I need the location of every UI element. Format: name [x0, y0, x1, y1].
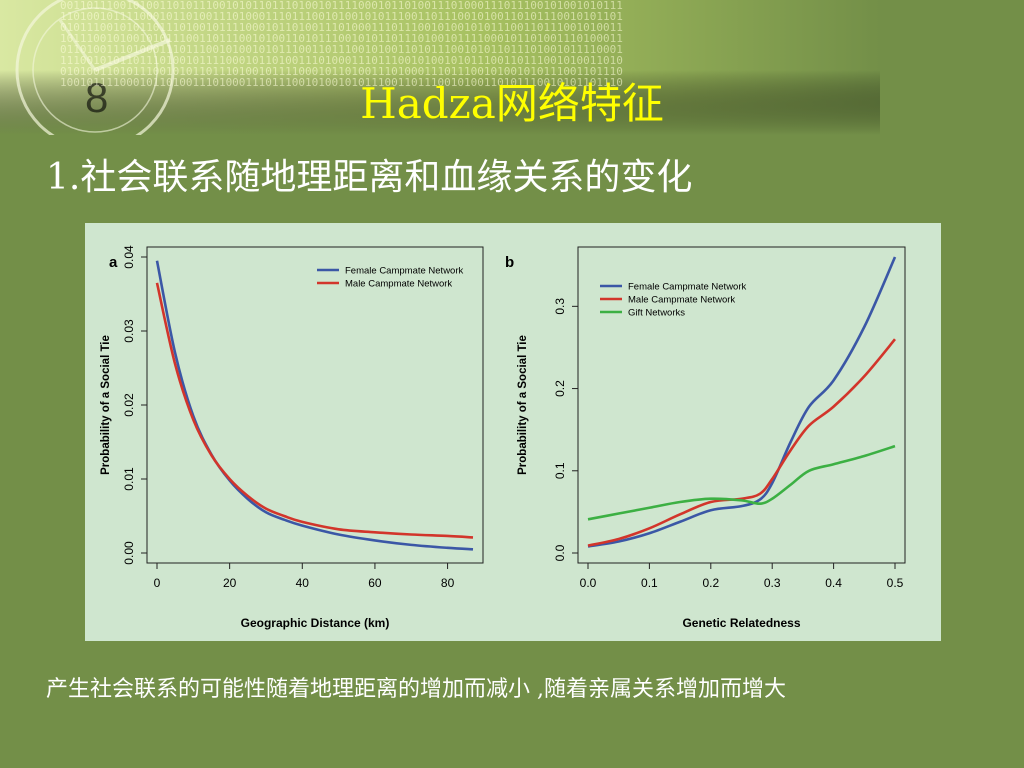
y-tick-label: 0.03: [122, 319, 136, 343]
x-axis-label: Genetic Relatedness: [682, 616, 800, 630]
series-line-gift-networks: [587, 444, 896, 521]
slide-subtitle: 1.社会联系随地理距离和血缘关系的变化: [46, 157, 693, 198]
x-axis-label: Geographic Distance (km): [241, 616, 390, 630]
figure-panel: a 0 20 40 60 80 0.00 0.01 0.02 0.03 0.04 Geographic…: [85, 223, 941, 641]
series-line-female-campmate-network: [587, 256, 897, 548]
legend-label: Female Campmate Network: [628, 282, 747, 293]
x-tick-label: 0.4: [825, 576, 842, 590]
y-axis-label: Probability of a Social Tie: [517, 335, 529, 475]
series-line-male-campmate-network: [155, 282, 474, 539]
clock-banner-image: 8: [0, 0, 880, 135]
panel-label: b: [505, 254, 514, 271]
y-tick-label: 0.04: [122, 245, 136, 269]
series-line-male-campmate-network: [587, 338, 897, 547]
y-axis-label: Probability of a Social Tie: [100, 335, 112, 475]
x-tick-label: 20: [223, 576, 237, 590]
x-tick-label: 0.2: [702, 576, 719, 590]
chart-panel-a: a 0 20 40 60 80 0.00 0.01 0.02 0.03 0.04 Geographic…: [100, 245, 484, 630]
y-tick-label: 0.00: [122, 541, 136, 565]
binary-pattern: 0011011100101001101011100101011011101001…: [60, 0, 623, 89]
y-tick-label: 0.1: [553, 462, 567, 479]
panel-label: a: [109, 254, 118, 271]
slide-title: Hadza网络特征: [360, 79, 664, 128]
series-line-female-campmate-network: [155, 260, 474, 551]
y-tick-label: 0.3: [553, 298, 567, 315]
x-tick-label: 0.0: [580, 576, 597, 590]
chart-figure: a 0 20 40 60 80 0.00 0.01 0.02 0.03 0.04 Geographic…: [100, 245, 906, 630]
x-tick-label: 0.1: [641, 576, 658, 590]
slide-footer-text: 产生社会联系的可能性随着地理距离的增加而减小 ,随着亲属关系增加而增大: [46, 677, 786, 702]
y-tick-label: 0.2: [553, 380, 567, 397]
plot-frame: [146, 246, 484, 564]
x-tick-label: 0.5: [887, 576, 904, 590]
x-tick-label: 60: [368, 576, 382, 590]
legend-label: Gift Networks: [628, 308, 685, 319]
chart-panel-b: b 0.0 0.1 0.2 0.3 0.4 0.5 0.0 0.1 0.2 0.3 Genetic R…: [505, 246, 906, 630]
plot-frame: [577, 246, 906, 564]
legend-label: Male Campmate Network: [628, 295, 735, 306]
x-tick-label: 0.3: [764, 576, 781, 590]
svg-text:8: 8: [85, 74, 108, 121]
x-tick-label: 80: [441, 576, 455, 590]
y-tick-label: 0.0: [553, 544, 567, 561]
legend-label: Male Campmate Network: [345, 279, 452, 290]
y-tick-label: 0.01: [122, 467, 136, 491]
x-tick-label: 0: [154, 576, 161, 590]
y-tick-label: 0.02: [122, 393, 136, 417]
header-decoration: 8 00110111001010011010111001010110111010…: [0, 0, 880, 135]
legend-label: Female Campmate Network: [345, 266, 464, 277]
x-tick-label: 40: [296, 576, 310, 590]
